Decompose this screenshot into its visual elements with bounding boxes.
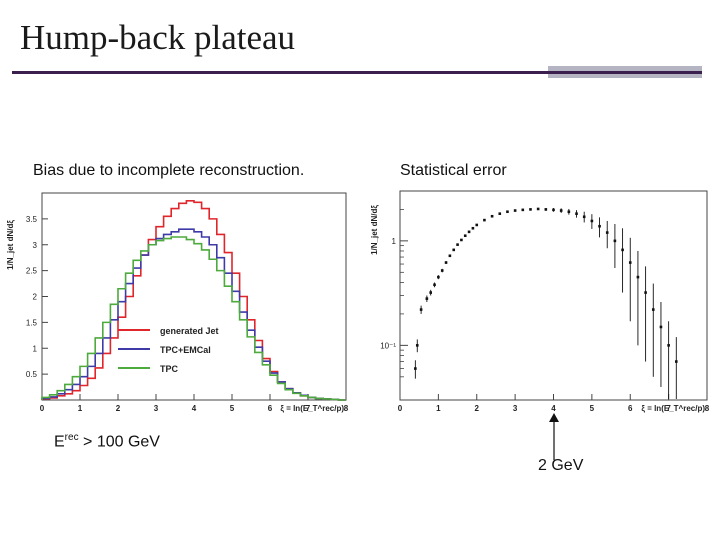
x-tick-label: 2 (116, 404, 121, 413)
x-tick-label: 1 (78, 404, 83, 413)
plot-frame (41, 192, 347, 401)
data-point (471, 226, 475, 230)
data-point (452, 248, 456, 252)
y-tick-label: 2 (33, 293, 38, 302)
data-point (498, 212, 502, 215)
data-point (636, 275, 640, 279)
y-tick-label: 3.5 (26, 215, 38, 224)
data-point (575, 212, 578, 215)
data-point (613, 239, 617, 243)
energy-note-suffix: > 100 GeV (78, 433, 160, 451)
left-chart: 0.5 1 1.5 2 2.5 3 3.5 0 1 2 3 4 5 6 7 8 1/N_jet dN/dξ ξ =… (6, 192, 349, 413)
data-point (544, 208, 548, 211)
data-point (675, 360, 678, 363)
data-point (659, 325, 663, 329)
arrow-label: 2 GeV (538, 457, 584, 474)
title-rule (12, 71, 548, 74)
slide-title: Hump-back plateau (20, 18, 296, 57)
left-chart-caption: Bias due to incomplete reconstruction. (33, 162, 305, 179)
data-point (506, 210, 509, 214)
x-tick-label: 6 (268, 404, 273, 413)
x-tick-label: 3 (513, 404, 518, 413)
x-tick-label: 8 (344, 404, 349, 413)
data-point (448, 254, 452, 258)
y-axis-label: 1/N_jet dN/dξ (370, 205, 379, 255)
y-tick-label: 10⁻¹ (380, 341, 396, 350)
data-point (490, 214, 494, 218)
x-axis-label: ξ = ln(E_T^rec/p) (280, 404, 344, 413)
plot-frame (399, 190, 708, 401)
y-tick-label: 0.5 (26, 370, 38, 379)
legend-label: TPC (160, 364, 179, 374)
data-point (456, 243, 459, 246)
data-point (463, 234, 467, 238)
data-point (590, 219, 594, 223)
energy-note-prefix: E (54, 433, 65, 451)
x-tick-label: 6 (628, 404, 633, 413)
y-tick-label: 1.5 (26, 318, 38, 327)
data-point (414, 367, 417, 370)
x-tick-label: 4 (192, 404, 197, 413)
data-point (567, 210, 571, 214)
data-point (644, 291, 647, 294)
x-axis-label: ξ = ln(E_T^rec/p) (641, 404, 705, 413)
y-tick-label: 1 (392, 237, 397, 246)
energy-note-sup: rec (64, 432, 79, 443)
data-point (437, 275, 440, 279)
legend-label: generated Jet (160, 326, 219, 336)
data-point (582, 215, 586, 219)
data-point (605, 231, 609, 234)
x-tick-label: 3 (154, 404, 159, 413)
right-chart: 10⁻¹ 1 0 1 2 3 4 5 6 7 8 1/N_jet dN/dξ ξ = ln(E_T^re… (370, 190, 710, 413)
data-point (536, 207, 540, 211)
y-tick-label: 3 (33, 241, 38, 250)
data-point (513, 209, 517, 212)
series-line-tpc (41, 236, 346, 401)
data-point (425, 297, 429, 300)
data-point (598, 224, 601, 228)
data-point (651, 308, 655, 311)
data-point (460, 238, 463, 242)
legend-label: TPC+EMCal (160, 345, 211, 355)
x-tick-label: 0 (40, 404, 45, 413)
energy-note: Erec > 100 GeV (54, 432, 160, 451)
data-point (419, 308, 423, 311)
data-point (467, 230, 471, 234)
y-tick-label: 2.5 (26, 267, 38, 276)
data-point (440, 269, 444, 272)
arrow-up-icon (549, 413, 559, 460)
data-point (559, 209, 563, 212)
x-tick-label: 0 (398, 404, 403, 413)
title-rule-accent-line (548, 71, 702, 74)
x-tick-label: 7 (666, 404, 671, 413)
x-tick-label: 5 (230, 404, 235, 413)
data-point (433, 283, 436, 287)
y-axis-label: 1/N_jet dN/dξ (6, 220, 15, 270)
y-tick-label: 1 (33, 344, 38, 353)
x-tick-label: 7 (306, 404, 311, 413)
x-tick-label: 2 (475, 404, 480, 413)
data-point (444, 261, 448, 264)
x-tick-label: 1 (436, 404, 441, 413)
data-point (415, 344, 419, 347)
data-point (483, 218, 486, 222)
data-point (667, 344, 670, 347)
x-tick-label: 8 (705, 404, 710, 413)
data-point (621, 248, 624, 252)
data-point (521, 208, 525, 212)
data-point (475, 223, 479, 227)
right-chart-caption: Statistical error (400, 162, 507, 179)
data-point (529, 208, 532, 211)
x-tick-label: 5 (590, 404, 595, 413)
data-point (429, 291, 432, 294)
data-point (552, 208, 555, 212)
x-tick-label: 4 (551, 404, 556, 413)
data-point (628, 261, 632, 264)
